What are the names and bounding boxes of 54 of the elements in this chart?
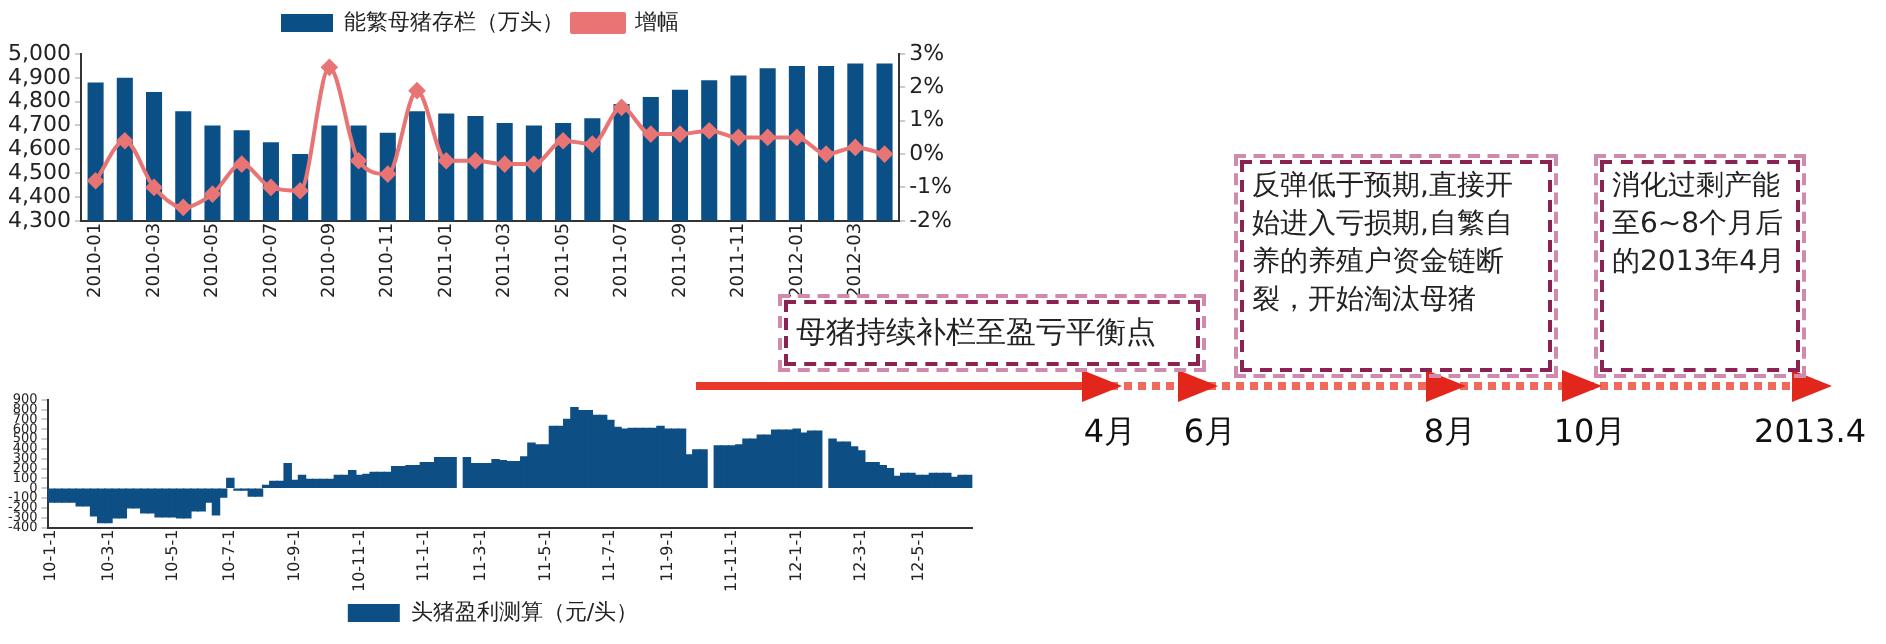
text: 4月 (1083, 412, 1137, 454)
y2-tick-label: 1% (909, 106, 945, 133)
x-tick-label: 2011-03 (495, 222, 516, 299)
x-tick-label: 2011-05 (553, 222, 574, 299)
x-tick-label: 11-3-1 (471, 529, 490, 582)
x-tick-label: 11-1-1 (414, 529, 433, 582)
text: 2013.4 (1754, 412, 1866, 450)
y-tick-label: 4,300 (7, 206, 71, 233)
y-tick-label: 4,800 (7, 87, 71, 114)
x-tick-label: 2010-03 (144, 222, 165, 299)
y-tick-label: 4,700 (7, 111, 71, 138)
text: 8月 (1423, 412, 1477, 454)
x-tick-label: 2010-09 (320, 222, 341, 299)
x-tick-label: 2010-07 (261, 222, 282, 299)
legend-label: 能繁母猪存栏（万头） (344, 8, 564, 35)
x-tick-label: 12-1-1 (786, 529, 805, 582)
legend-label: 增幅 (633, 8, 679, 35)
y-tick-label: 4,600 (7, 135, 71, 162)
x-tick-label: 2011-11 (729, 222, 750, 299)
y2-tick-label: 0% (909, 139, 945, 166)
x-tick-label: 2010-01 (86, 222, 107, 299)
x-tick-label: 12-5-1 (908, 529, 927, 582)
x-tick-label: 11-7-1 (600, 529, 619, 582)
x-tick-label: 10-7-1 (220, 529, 239, 582)
dashed-frame: 反弹低于预期,直接开始进入亏损期,自繁自养的养殖户资金链断裂，开始淘汰母猪 (1240, 160, 1552, 372)
y2-tick-label: -2% (909, 206, 952, 233)
x-tick-label: 11-11-1 (722, 529, 741, 593)
y-tick-label: 4,900 (7, 63, 71, 90)
y2-tick-label: 3% (909, 39, 945, 66)
x-tick-label: 2012-01 (787, 222, 808, 299)
x-tick-label: 2011-01 (436, 222, 457, 299)
dashed-frame: 消化过剩产能至6~8个月后的2013年4月 (1600, 160, 1800, 372)
y2-tick-label: -1% (909, 173, 952, 200)
legend-label: 头猪盈利测算（元/头） (410, 598, 639, 625)
x-tick-label: 12-3-1 (851, 529, 870, 582)
y-tick-label: 4,500 (7, 158, 71, 185)
x-tick-label: 2012-03 (846, 222, 867, 299)
x-tick-label: 2010-11 (378, 222, 399, 299)
x-tick-label: 10-5-1 (163, 529, 182, 582)
x-tick-label: 11-5-1 (535, 529, 554, 582)
x-tick-label: 2011-07 (612, 222, 633, 299)
x-tick-label: 10-9-1 (285, 529, 303, 582)
x-tick-label: 11-9-1 (657, 529, 676, 582)
y-tick-label: 4,400 (7, 182, 71, 209)
text: 10月 (1553, 412, 1627, 454)
x-tick-label: 10-3-1 (98, 529, 117, 582)
x-tick-label: 10-11-1 (349, 529, 368, 593)
text: 6月 (1183, 412, 1237, 454)
y2-tick-label: 2% (909, 73, 945, 100)
x-tick-label: 2011-09 (670, 222, 691, 299)
y-tick-label: 5,000 (7, 39, 71, 66)
dashed-frame: 母猪持续补栏至盈亏平衡点 (784, 300, 1200, 366)
x-tick-label: 10-1-1 (41, 529, 60, 582)
x-tick-label: 2010-05 (203, 222, 224, 299)
